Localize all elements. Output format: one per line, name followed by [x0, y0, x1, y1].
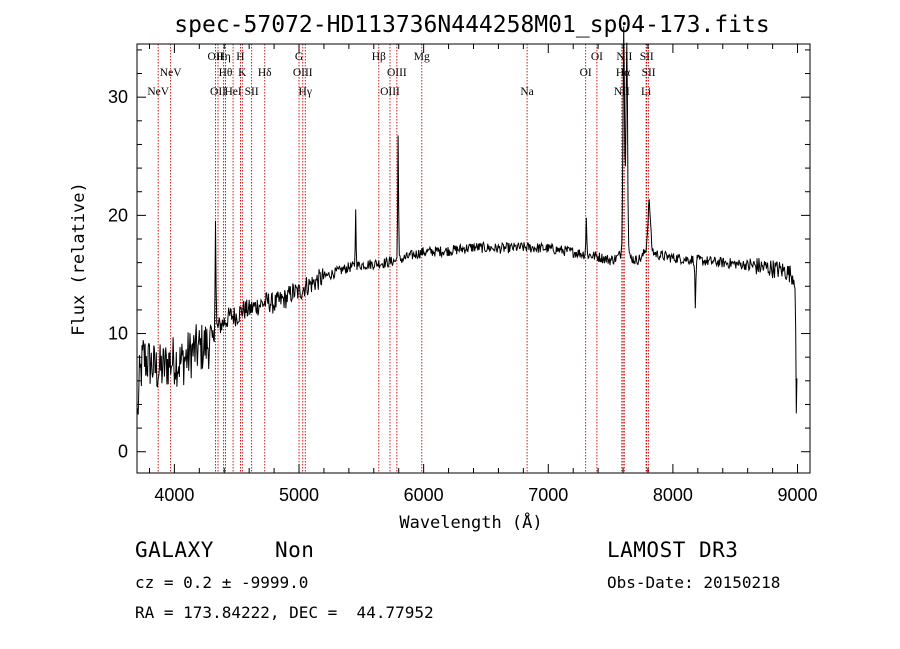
spectral-line-label: OIII	[293, 67, 313, 79]
spectral-line-label: OII	[210, 86, 226, 98]
spectral-line-label: OI	[591, 51, 603, 63]
spectral-line-label: Hβ	[372, 51, 386, 63]
y-axis-label: Flux (relative)	[69, 182, 89, 336]
spectral-line-label: SII	[245, 86, 259, 98]
x-tick-label: 6000	[404, 485, 444, 505]
spectral-line-labels: NeVNeVOIIOIIHηHθHeIHKSIIHδGOIIIHγHβOIIIO…	[147, 51, 655, 98]
spectral-line-label: Hη	[216, 51, 230, 63]
spectral-line-label: G	[295, 51, 303, 63]
y-tick-label: 0	[118, 442, 128, 462]
spectral-line-label: K	[238, 67, 247, 79]
object-class: GALAXY	[135, 538, 214, 562]
spectral-line-label: Mg	[414, 51, 430, 63]
x-tick-label: 7000	[528, 485, 568, 505]
object-subclass: Non	[275, 538, 315, 562]
x-axis-label: Wavelength (Å)	[399, 511, 542, 533]
spectral-line-label: Na	[520, 86, 533, 98]
x-tick-label: 4000	[154, 485, 194, 505]
coordinates: RA = 173.84222, DEC = 44.77952	[135, 603, 434, 622]
survey-name: LAMOST DR3	[607, 538, 739, 562]
y-axis-ticks: 0 10 20 30	[108, 49, 810, 462]
spectral-line-label: OI	[580, 67, 592, 79]
spectral-line-label: OII	[208, 51, 224, 63]
spectral-line-label: Hθ	[219, 67, 233, 79]
y-tick-label: 10	[108, 324, 128, 344]
spectral-line-label: OIII	[380, 86, 400, 98]
redshift-line: cz = 0.2 ± -9999.0	[135, 573, 309, 592]
spectral-line-label: H	[236, 51, 244, 63]
obs-date: Obs-Date: 20150218	[607, 573, 781, 592]
spectral-line-label: NeV	[160, 67, 182, 79]
spectral-line-label: Hγ	[299, 86, 312, 98]
spectral-line-label: NeV	[147, 86, 169, 98]
spectral-line-label: Li	[641, 86, 651, 98]
spectral-line-label: SII	[642, 67, 656, 79]
spectrum-line	[137, 26, 798, 415]
plot-frame	[136, 43, 811, 474]
spectral-line-label: Hδ	[258, 67, 272, 79]
spectral-line-label: OIII	[387, 67, 407, 79]
x-axis-ticks: 4000 5000 6000 7000 8000 9000	[148, 44, 818, 505]
spectral-line-label: SII	[640, 51, 654, 63]
y-tick-label: 20	[108, 205, 128, 225]
chart-title: spec-57072-HD113736N444258M01_sp04-173.f…	[174, 12, 769, 38]
x-tick-label: 5000	[279, 485, 319, 505]
spectral-line-label: HeI	[224, 86, 241, 98]
x-tick-label: 9000	[778, 485, 818, 505]
x-tick-label: 8000	[653, 485, 693, 505]
y-tick-label: 30	[108, 87, 128, 107]
